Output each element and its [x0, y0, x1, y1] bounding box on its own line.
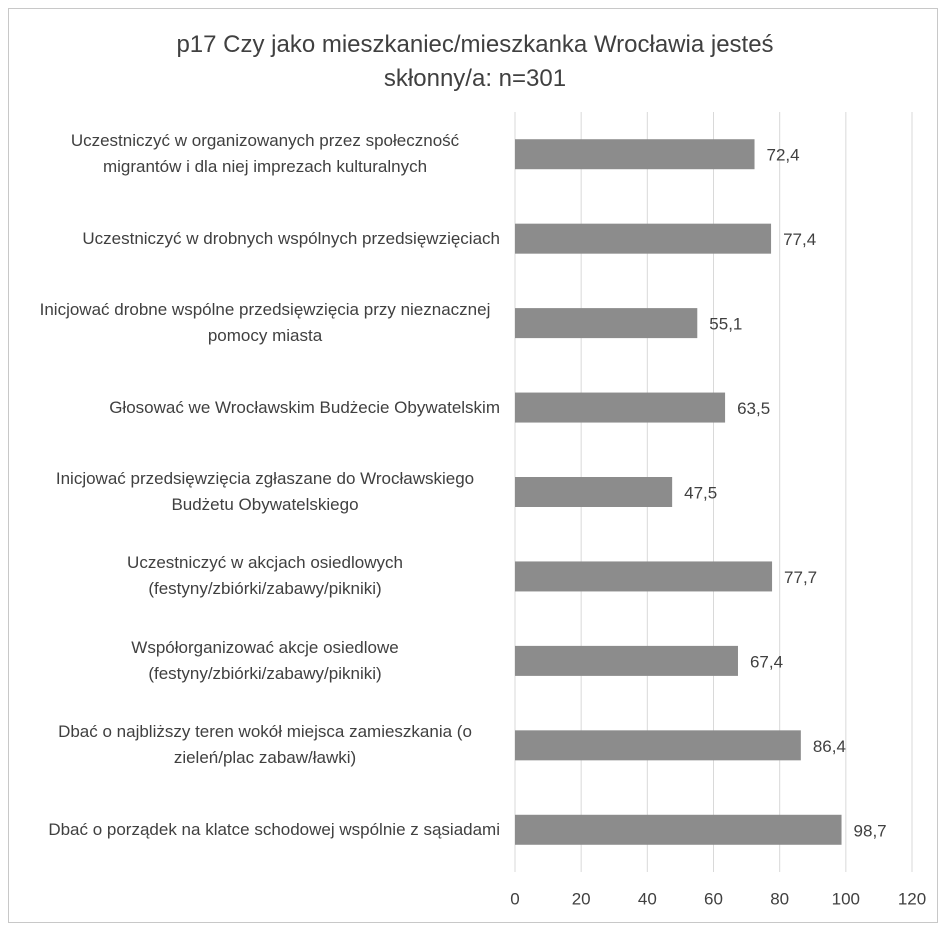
category-label: Uczestniczyć w organizowanych przez społ… — [70, 131, 460, 177]
bar — [515, 477, 673, 507]
category-label: Inicjować przedsięwzięcia zgłaszane do W… — [55, 469, 475, 514]
bar — [515, 730, 801, 761]
value-label: 67,4 — [750, 652, 783, 671]
category-label: Uczestniczyć w drobnych wspólnych przeds… — [82, 228, 500, 248]
x-tick-label: 20 — [572, 889, 591, 908]
value-label: 55,1 — [709, 315, 742, 334]
x-tick-label: 60 — [704, 889, 723, 908]
category-label: Uczestniczyć w akcjach osiedlowych (fest… — [127, 553, 403, 599]
chart-title: p17 Czy jako mieszkaniec/mieszkanka Wroc… — [176, 31, 774, 92]
bar — [515, 139, 755, 170]
bar — [515, 814, 842, 845]
category-label: Dbać o porządek na klatce schodowej wspó… — [48, 819, 500, 839]
bar — [515, 645, 738, 676]
value-label: 86,4 — [813, 737, 846, 756]
x-tick-label: 0 — [510, 889, 519, 908]
value-label: 77,4 — [783, 230, 816, 249]
chart-frame — [8, 8, 938, 923]
category-label: Dbać o najbliższy teren wokół miejsca za… — [58, 722, 472, 768]
bar — [515, 392, 726, 423]
value-label: 72,4 — [767, 146, 800, 165]
category-label: Inicjować drobne wspólne przedsięwzięcia… — [39, 300, 491, 346]
x-tick-label: 40 — [638, 889, 657, 908]
x-tick-label: 120 — [898, 889, 926, 908]
value-label: 47,5 — [684, 483, 717, 502]
category-label: Współorganizować akcje osiedlowe (festyn… — [131, 637, 399, 683]
bar — [515, 308, 698, 339]
value-label: 77,7 — [784, 568, 817, 587]
value-label: 63,5 — [737, 399, 770, 418]
category-label: Głosować we Wrocławskim Budżecie Obywate… — [109, 397, 500, 417]
value-label: 98,7 — [854, 821, 887, 840]
bar — [515, 561, 773, 592]
bar — [515, 223, 772, 254]
x-tick-label: 80 — [770, 889, 789, 908]
x-tick-label: 100 — [832, 889, 860, 908]
